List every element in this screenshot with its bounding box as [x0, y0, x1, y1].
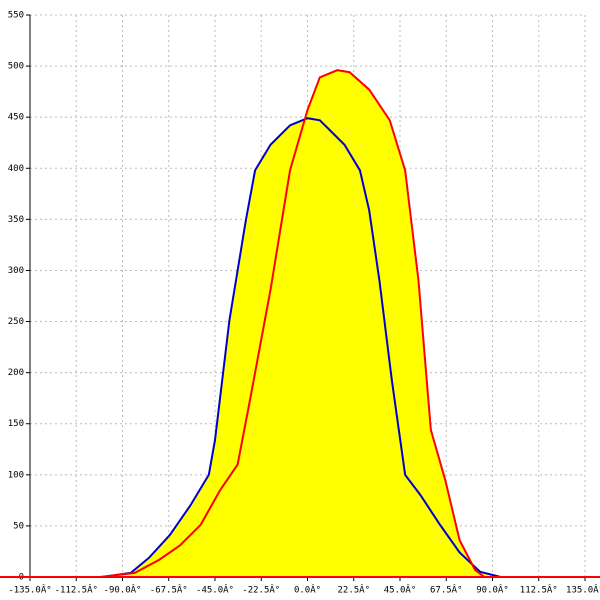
y-tick-label: 300 [8, 266, 24, 276]
x-tick-label: -90.0Â° [104, 584, 142, 596]
x-tick-label: 22.5Â° [337, 584, 370, 596]
area [99, 70, 516, 577]
y-tick-label: 250 [8, 317, 24, 327]
line [99, 69, 516, 578]
x-tick-label: -45.0Â° [196, 584, 234, 596]
x-tick-label: 112.5Â° [520, 584, 558, 596]
x-tick-label: -22.5Â° [242, 584, 280, 596]
x-tick-label: 135.0Â° [566, 584, 600, 596]
x-tick-label: -112.5Â° [55, 584, 98, 596]
y-tick-label: 100 [8, 470, 24, 480]
line [101, 117, 501, 578]
x-tick-label: 45.0Â° [384, 584, 417, 596]
y-tick-label: 450 [8, 113, 24, 123]
y-tick-label: 200 [8, 368, 24, 378]
y-tick-label: 50 [13, 521, 24, 531]
y-tick-label: 350 [8, 215, 24, 225]
x-tick-label: 90.0Â° [476, 584, 509, 596]
x-tick-label: -135.0Â° [8, 584, 51, 596]
x-tick-label: 67.5Â° [430, 584, 463, 596]
x-tick-label: -67.5Â° [150, 584, 188, 596]
y-tick-label: 400 [8, 164, 24, 174]
y-tick-label: 150 [8, 419, 24, 429]
y-tick-label: 550 [8, 11, 24, 21]
x-tick-label: 0.0Â° [294, 584, 321, 596]
y-tick-label: 500 [8, 62, 24, 72]
